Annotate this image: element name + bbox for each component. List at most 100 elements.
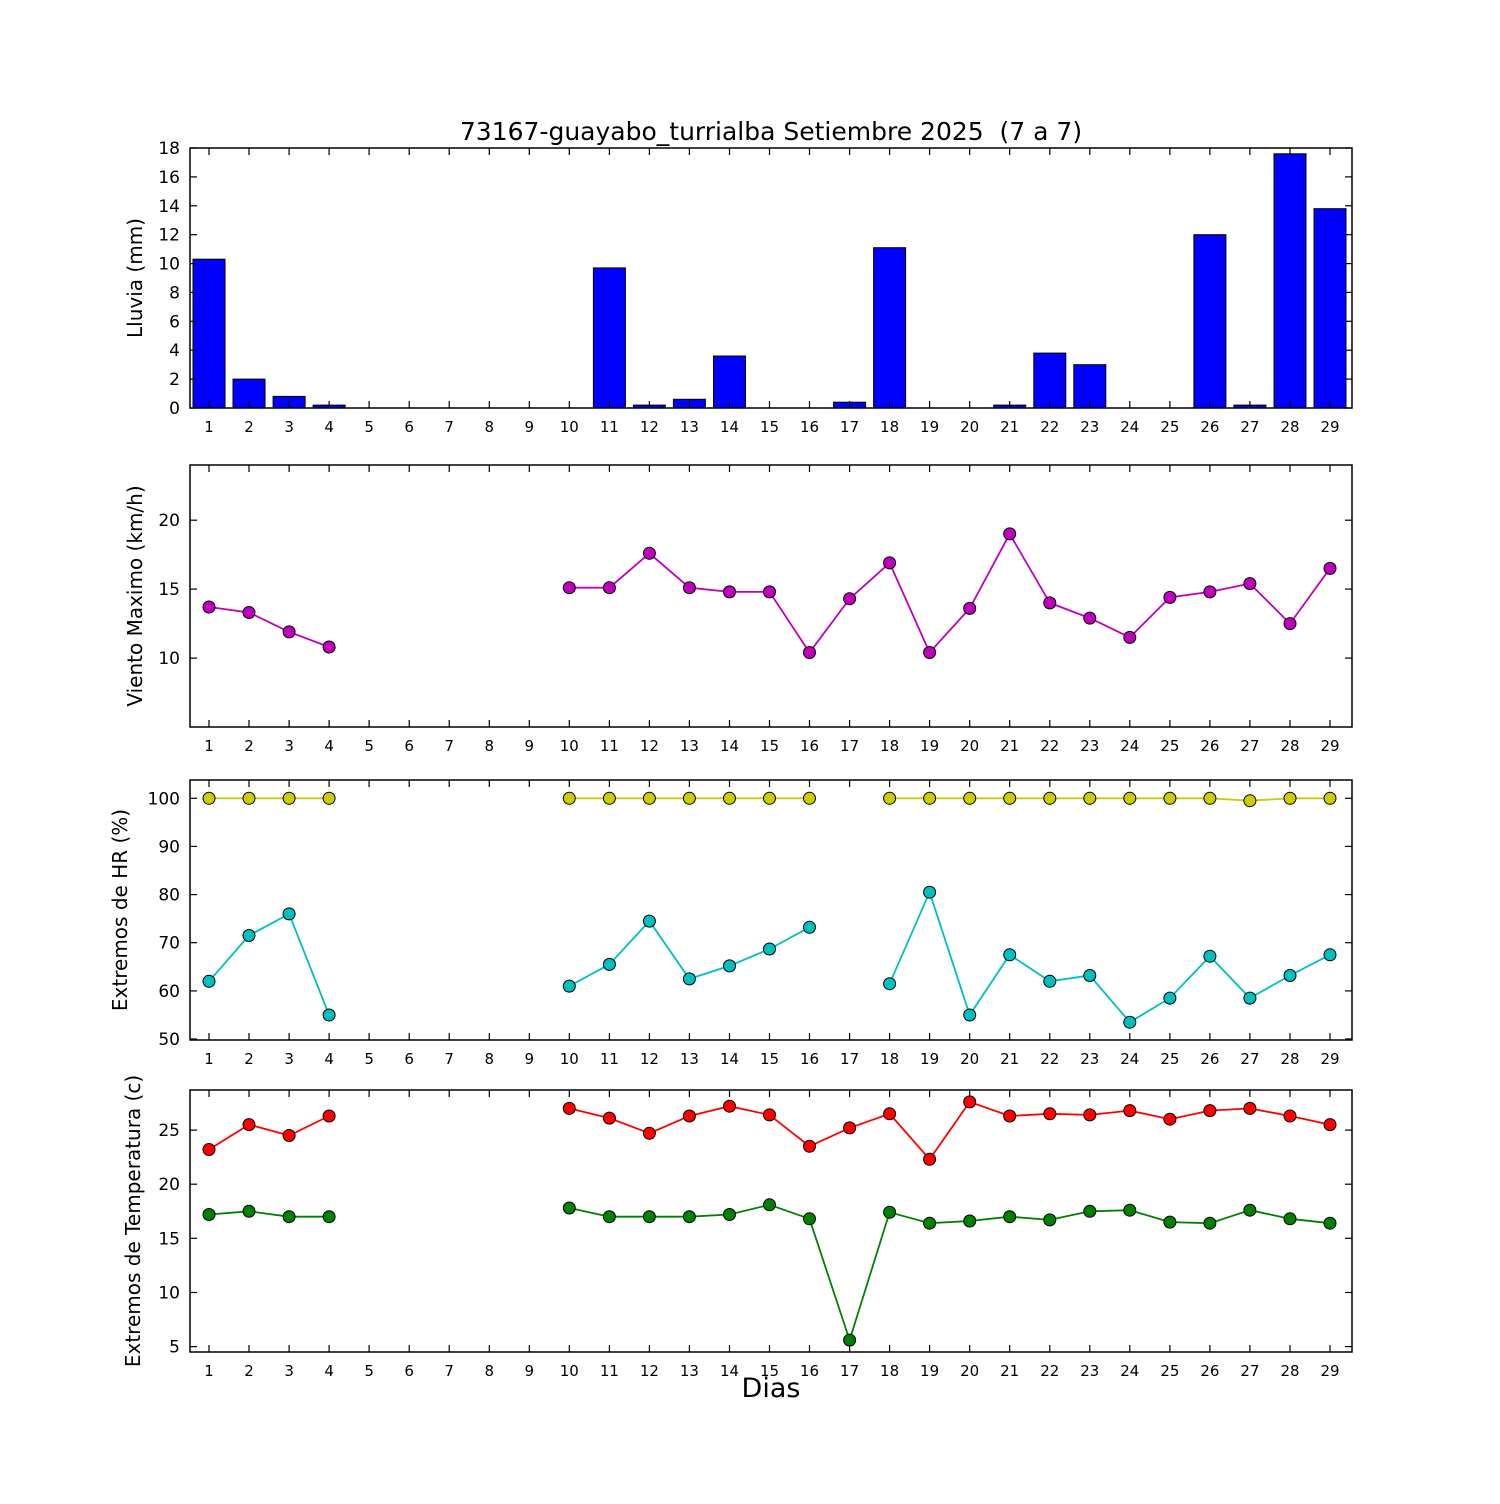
y-tick-label: 60 — [158, 982, 180, 1002]
marker-hr_maxima-day-13 — [682, 791, 696, 805]
x-tick-label: 18 — [880, 1362, 899, 1380]
marker-hr_minima-day-15 — [763, 942, 776, 956]
x-tick-label: 1 — [204, 1050, 214, 1068]
marker-hr_minima-day-2 — [242, 929, 256, 942]
x-tick-label: 23 — [1080, 418, 1099, 436]
x-tick-label: 27 — [1240, 737, 1259, 755]
x-tick-label: 25 — [1160, 1050, 1179, 1068]
marker-hr_minima-day-16 — [803, 920, 816, 934]
ylabel-lluvia: Lluvia (mm) — [123, 218, 147, 338]
x-tick-label: 11 — [600, 1362, 619, 1380]
marker-temperatura_maxima-day-3 — [282, 1129, 296, 1142]
x-tick-label: 29 — [1320, 418, 1339, 436]
x-tick-label: 15 — [760, 737, 779, 755]
bar-day-14 — [713, 355, 746, 409]
x-tick-label: 5 — [364, 1050, 374, 1068]
y-tick-label: 6 — [169, 312, 180, 332]
x-tick-label: 12 — [640, 418, 659, 436]
x-tick-label: 16 — [800, 1362, 819, 1380]
x-tick-label: 2 — [244, 1362, 254, 1380]
marker-viento_maximo-day-24 — [1123, 630, 1137, 644]
y-tick-label: 2 — [169, 370, 180, 390]
line-temperatura_maxima — [208, 1100, 1331, 1161]
marker-temperatura_maxima-day-15 — [763, 1108, 776, 1122]
marker-temperatura_minima-day-25 — [1163, 1215, 1177, 1229]
marker-hr_minima-day-26 — [1203, 949, 1217, 963]
x-tick-label: 20 — [960, 737, 979, 755]
figure-title: 73167-guayabo_turrialba Setiembre 2025 (… — [460, 117, 1082, 146]
y-tick-label: 80 — [158, 886, 180, 906]
marker-temperatura_minima-day-12 — [642, 1210, 656, 1224]
x-tick-label: 3 — [284, 737, 294, 755]
marker-hr_minima-day-20 — [963, 1008, 977, 1022]
x-tick-label: 8 — [485, 1362, 495, 1380]
marker-viento_maximo-day-14 — [723, 585, 736, 599]
x-tick-label: 5 — [364, 1362, 374, 1380]
x-tick-label: 10 — [560, 418, 579, 436]
x-tick-label: 6 — [404, 737, 414, 755]
x-tick-label: 1 — [204, 737, 214, 755]
x-tick-label: 14 — [720, 737, 739, 755]
bar-day-1 — [192, 258, 226, 409]
x-tick-label: 11 — [600, 1050, 619, 1068]
x-tick-label: 29 — [1320, 1362, 1339, 1380]
marker-temperatura_maxima-day-11 — [602, 1111, 616, 1125]
x-tick-label: 19 — [920, 1050, 939, 1068]
x-tick-label: 8 — [485, 737, 495, 755]
x-tick-label: 2 — [244, 737, 254, 755]
marker-hr_minima-day-27 — [1243, 991, 1257, 1005]
marker-viento_maximo-day-19 — [923, 646, 937, 659]
x-tick-label: 17 — [840, 1362, 859, 1380]
marker-hr_minima-day-13 — [682, 972, 696, 986]
x-tick-label: 27 — [1240, 1050, 1259, 1068]
marker-temperatura_minima-day-11 — [602, 1210, 616, 1224]
x-tick-label: 15 — [760, 418, 779, 436]
y-tick-label: 4 — [169, 341, 180, 361]
marker-temperatura_maxima-day-25 — [1163, 1112, 1177, 1126]
marker-hr_minima-day-22 — [1043, 974, 1057, 988]
marker-viento_maximo-day-22 — [1043, 596, 1057, 610]
x-tick-label: 21 — [1000, 1362, 1019, 1380]
marker-temperatura_minima-day-3 — [282, 1210, 296, 1224]
marker-temperatura_maxima-day-17 — [843, 1121, 857, 1135]
marker-hr_maxima-day-25 — [1163, 791, 1177, 805]
x-tick-label: 13 — [680, 418, 699, 436]
marker-hr_maxima-day-29 — [1323, 791, 1337, 805]
x-tick-label: 26 — [1200, 1050, 1219, 1068]
x-tick-label: 24 — [1120, 418, 1139, 436]
marker-viento_maximo-day-23 — [1083, 611, 1097, 625]
x-tick-label: 25 — [1160, 418, 1179, 436]
x-tick-label: 23 — [1080, 737, 1099, 755]
x-tick-label: 25 — [1160, 737, 1179, 755]
marker-temperatura_maxima-day-24 — [1123, 1104, 1137, 1118]
marker-temperatura_minima-day-21 — [1003, 1210, 1017, 1224]
x-tick-label: 18 — [880, 737, 899, 755]
x-tick-label: 7 — [444, 737, 454, 755]
x-tick-label: 3 — [284, 1050, 294, 1068]
x-tick-label: 10 — [560, 1362, 579, 1380]
y-tick-label: 50 — [158, 1030, 180, 1050]
x-tick-label: 10 — [560, 737, 579, 755]
marker-temperatura_maxima-day-29 — [1323, 1118, 1337, 1132]
line-temperatura_minima — [208, 1203, 1331, 1344]
marker-hr_maxima-day-11 — [602, 791, 616, 805]
y-tick-label: 20 — [158, 1175, 180, 1195]
marker-temperatura_maxima-day-28 — [1283, 1109, 1297, 1123]
marker-hr_minima-day-19 — [923, 885, 937, 899]
x-tick-label: 27 — [1240, 418, 1259, 436]
marker-hr_maxima-day-19 — [923, 791, 937, 805]
x-tick-label: 22 — [1040, 418, 1059, 436]
x-tick-label: 18 — [880, 1050, 899, 1068]
x-tick-label: 15 — [760, 1050, 779, 1068]
x-tick-label: 14 — [720, 418, 739, 436]
x-tick-label: 22 — [1040, 1050, 1059, 1068]
marker-temperatura_maxima-day-1 — [202, 1143, 216, 1156]
marker-temperatura_maxima-day-21 — [1003, 1109, 1017, 1123]
marker-hr_maxima-day-15 — [763, 791, 776, 805]
marker-hr_minima-day-11 — [602, 957, 616, 971]
marker-temperatura_minima-day-15 — [763, 1198, 776, 1212]
marker-temperatura_maxima-day-27 — [1243, 1101, 1257, 1115]
x-tick-label: 13 — [680, 1050, 699, 1068]
axes-frame — [189, 464, 1353, 728]
